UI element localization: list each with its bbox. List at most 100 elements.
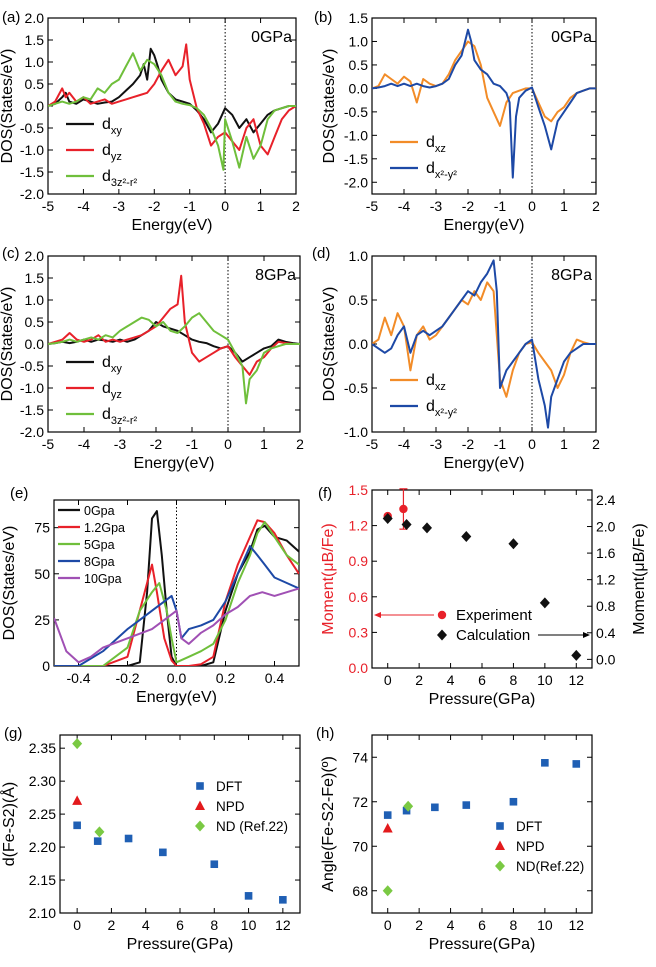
data-point-1 [382,513,393,525]
data-point-1 [571,649,582,661]
y-tick-label: -1.0 [20,142,44,158]
y-tick-label: 2.35 [29,740,56,756]
series-line-1 [48,43,296,156]
legend-label: dxz [426,372,446,393]
panel-a: (a) -5 -4 -3 -2 -1 0 1 2 -2.0 -1.5 -1.0 -0.5 0.0 0.5 1.… [0,9,300,234]
y-axis-label: d(Fe-S2)(Å) [0,782,18,866]
y-tick-label: 0.0 [349,336,369,352]
x-tick-label: -1 [494,198,507,214]
series-line-0 [48,47,296,134]
data-point-1 [539,597,550,609]
y-tick-label: 0.0 [25,336,45,352]
y-tick-label: -1.0 [20,380,44,396]
y-tick-label: 75 [34,520,50,536]
data-point-2 [72,738,83,750]
data-point-2 [382,885,393,897]
x-tick-label: 12 [568,917,584,933]
x-tick-label: 0 [224,436,232,452]
y-tick-label: 2.30 [29,773,56,789]
legend-marker [496,822,504,830]
series-line-2 [54,521,299,666]
panel-label-g: (g) [4,725,22,742]
data-point-1 [422,522,432,534]
data-point-0 [541,759,549,767]
x-tick-label: 2 [592,436,600,452]
y-tick-label: 74 [352,749,368,765]
x-tick-label: -4 [398,436,411,452]
series-line-1 [372,28,596,179]
data-point-0 [462,801,471,809]
y-tick-label: 0.5 [349,57,369,73]
data-point-0 [509,797,518,806]
y-tick-label: 1.0 [25,292,45,308]
y-tick-label: 1.0 [349,248,369,264]
x-tick-label: 0 [384,672,392,688]
y-tick-label: 0.0 [349,80,369,96]
panel-g: (g) 0 2 4 6 8 10 12 2.10 2.15 2.20 2.25 2.30 2.35 Pres… [0,725,301,953]
x-axis-label: Pressure(GPa) [429,691,536,708]
x-axis-label: Pressure(GPa) [127,936,234,953]
y-right-tick-label: 1.6 [596,545,616,561]
series-group [54,510,299,666]
series-line-0 [372,40,596,127]
y-tick-label: -1.5 [20,164,44,180]
series-line-1 [372,259,596,429]
y-tick-label: -0.5 [20,358,44,374]
legend-label: 5Gpa [84,538,115,552]
x-tick-label: -5 [366,436,379,452]
legend-label: ND(Ref.22) [516,859,584,874]
data-point-0 [431,803,439,812]
y-tick-label: -1.0 [344,424,368,440]
y-tick-label: 2.0 [25,10,45,26]
x-tick-label: 4 [447,917,455,933]
y-tick-label: 72 [352,794,368,810]
legend-label: 10Gpa [84,572,122,586]
x-tick-label: -4 [78,436,91,452]
legend-label: DFT [516,819,542,834]
x-tick-label: 0 [528,436,536,452]
data-point-1 [401,519,412,531]
y-tick-label: 1.0 [25,54,45,70]
panel-e: (e) -0.4 -0.2 0.0 0.2 0.4 0 25 50 75 Energy(eV) DOS… [1,485,300,706]
x-tick-label: 6 [478,917,486,933]
y-tick-label: -2.0 [20,186,44,202]
panel-label-f: (f) [318,485,332,502]
series-group [48,43,296,171]
data-point-0 [279,896,287,904]
x-tick-label: -1 [494,436,507,452]
plot-frame [371,17,597,195]
data-point-0 [402,806,411,815]
y-tick-label: 2.20 [29,839,56,855]
y-tick-label: 1.5 [349,482,369,498]
legend-marker [437,610,447,620]
x-tick-label: -2 [462,436,475,452]
x-tick-label: 0.2 [216,670,236,686]
panel-label-e: (e) [10,485,28,502]
x-axis-label: Energy(eV) [134,455,215,472]
x-axis-label: Energy(eV) [132,217,213,234]
x-tick-label: 10 [537,672,553,688]
y-tick-label: -2.0 [20,424,44,440]
y-tick-label: -1.5 [344,151,368,167]
y-right-tick-label: 0.8 [596,598,616,614]
x-tick-label: 2 [415,917,423,933]
legend-label: d3z²-r² [102,406,138,427]
panel-label-a: (a) [2,9,20,26]
x-tick-label: -3 [430,436,443,452]
series-line-0 [372,281,596,398]
series-line-4 [54,587,299,664]
y-tick-label: -0.5 [20,120,44,136]
legend-marker [495,840,505,850]
x-tick-label: -4 [77,198,90,214]
y-right-tick-label: 1.2 [596,572,616,588]
x-tick-label: -0.4 [66,670,90,686]
x-tick-label: 2 [108,917,116,933]
x-tick-label: 4 [447,672,455,688]
legend-label: dyz [102,142,122,163]
y-tick-label: 0.6 [349,589,369,605]
x-tick-label: 2 [592,198,600,214]
x-tick-label: 0 [221,198,229,214]
legend-label: 1.2Gpa [84,521,125,535]
x-tick-label: 1 [560,436,568,452]
pressure-annotation: 8GPa [255,267,296,284]
